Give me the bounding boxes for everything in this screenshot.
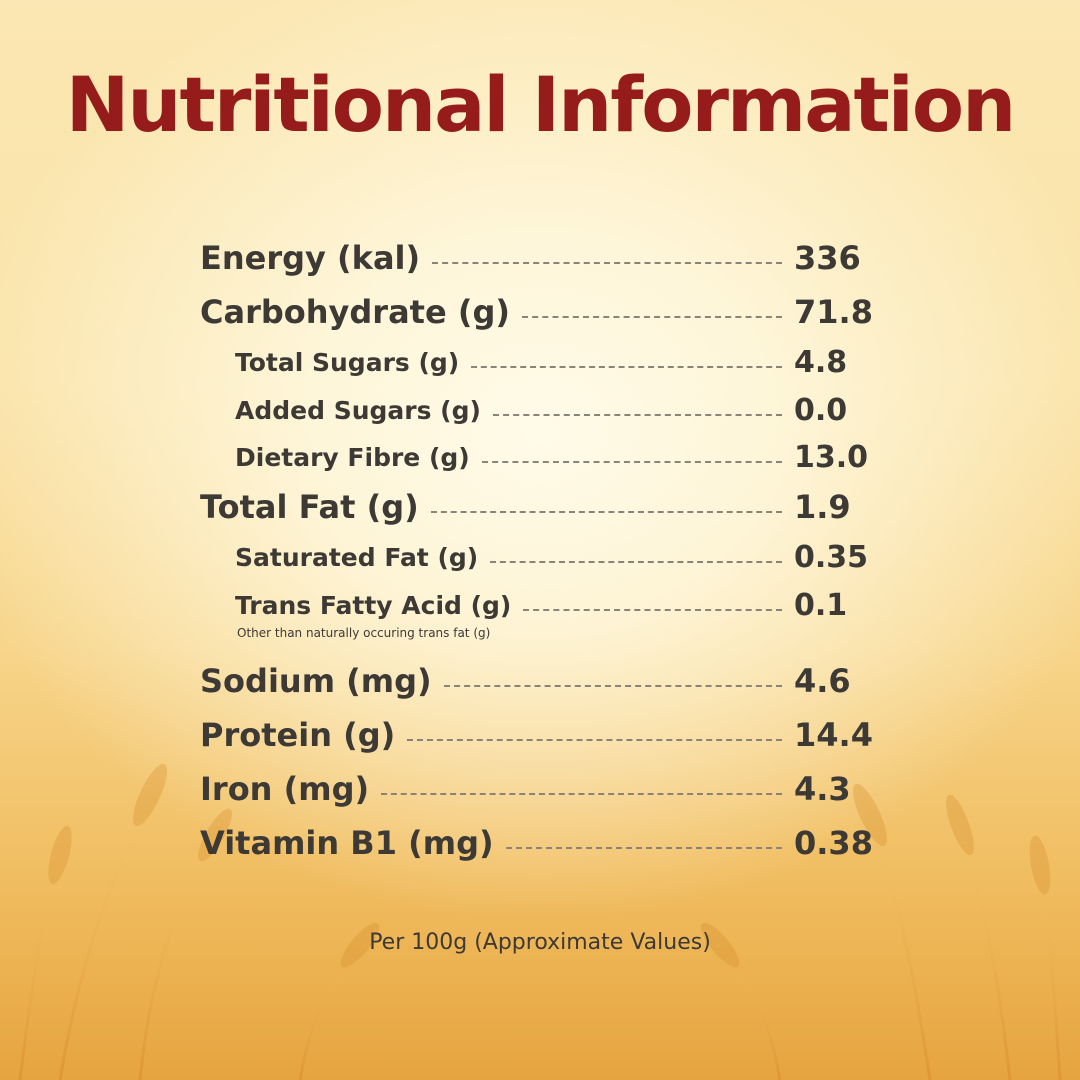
dotted-leader [430, 511, 782, 513]
nutrient-value: 14.4 [794, 716, 873, 754]
dotted-leader [432, 262, 782, 264]
nutrient-value: 4.3 [794, 770, 851, 808]
nutrient-label: Added Sugars (g) [235, 395, 481, 425]
nutrient-value: 13.0 [794, 439, 869, 475]
nutrient-row-protein: Protein (g) 14.4 [200, 713, 880, 757]
nutrient-row-total-fat: Total Fat (g) 1.9 [200, 485, 880, 529]
nutrient-label: Energy (kal) [200, 239, 421, 277]
nutrient-value: 4.6 [794, 662, 851, 700]
trans-fat-footnote: Other than naturally occuring trans fat … [237, 626, 491, 640]
dotted-leader [381, 793, 782, 795]
nutrient-label: Carbohydrate (g) [200, 293, 510, 331]
nutrient-value: 0.35 [794, 539, 869, 575]
dotted-leader [523, 609, 782, 611]
nutrient-label: Total Sugars (g) [235, 347, 460, 377]
nutrient-row-sodium: Sodium (mg) 4.6 [200, 659, 880, 703]
nutrient-value: 336 [794, 239, 861, 277]
nutrient-label: Dietary Fibre (g) [235, 442, 470, 472]
nutrient-row-carbohydrate: Carbohydrate (g) 71.8 [200, 290, 880, 334]
nutrient-value: 1.9 [794, 488, 851, 526]
nutrient-value: 0.1 [794, 587, 848, 623]
nutrient-label: Trans Fatty Acid (g) [235, 590, 512, 620]
nutrient-row-dietary-fibre: Dietary Fibre (g) 13.0 [235, 435, 880, 479]
nutrient-row-energy: Energy (kal) 336 [200, 236, 880, 280]
dotted-leader [443, 685, 782, 687]
dotted-leader [490, 561, 782, 563]
nutrient-value: 0.0 [794, 392, 848, 428]
nutrient-row-trans-fatty-acid: Trans Fatty Acid (g) 0.1 [235, 583, 880, 627]
nutrient-row-total-sugars: Total Sugars (g) 4.8 [235, 340, 880, 384]
nutrient-label: Saturated Fat (g) [235, 542, 479, 572]
serving-basis-note: Per 100g (Approximate Values) [369, 930, 711, 955]
nutrient-label: Total Fat (g) [200, 488, 419, 526]
nutrient-row-iron: Iron (mg) 4.3 [200, 767, 880, 811]
nutrient-label: Vitamin B1 (mg) [200, 824, 494, 862]
nutrient-row-vitamin-b1: Vitamin B1 (mg) 0.38 [200, 821, 880, 865]
dotted-leader [471, 366, 782, 368]
nutrient-row-saturated-fat: Saturated Fat (g) 0.35 [235, 535, 880, 579]
dotted-leader [492, 414, 782, 416]
nutrient-label: Iron (mg) [200, 770, 370, 808]
dotted-leader [407, 739, 782, 741]
nutrient-label: Protein (g) [200, 716, 396, 754]
nutrient-row-added-sugars: Added Sugars (g) 0.0 [235, 388, 880, 432]
dotted-leader [521, 316, 782, 318]
dotted-leader [505, 847, 782, 849]
nutrient-value: 4.8 [794, 344, 848, 380]
dotted-leader [481, 461, 782, 463]
page-title: Nutritional Information [65, 60, 1016, 149]
nutrient-value: 71.8 [794, 293, 873, 331]
nutrient-value: 0.38 [794, 824, 873, 862]
nutrient-label: Sodium (mg) [200, 662, 432, 700]
